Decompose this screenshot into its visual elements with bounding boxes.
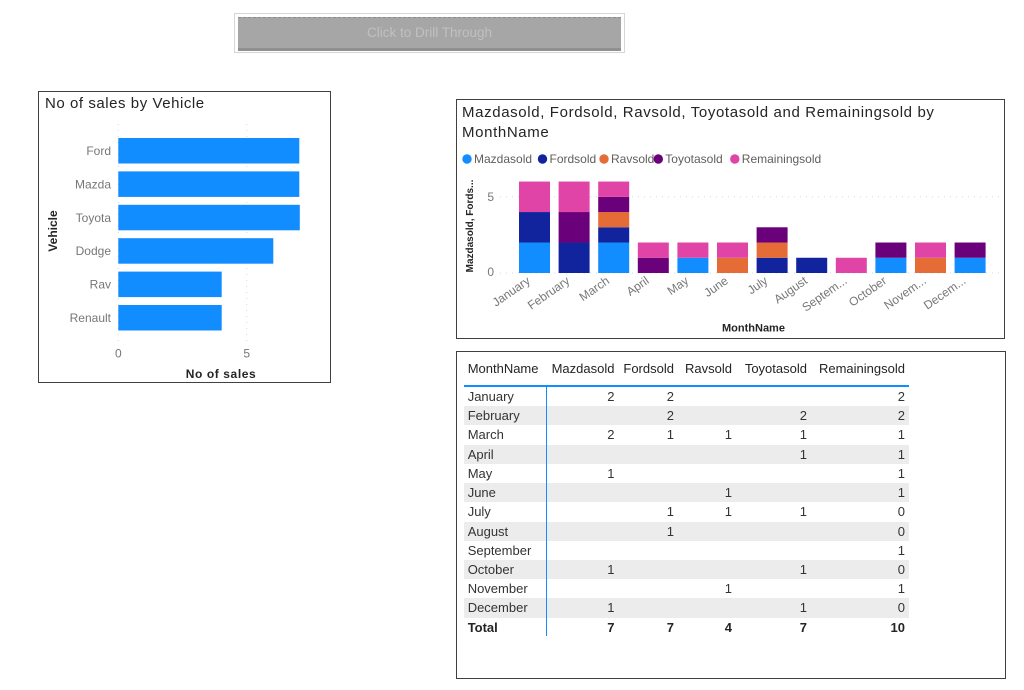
svg-text:5: 5 [243,347,250,361]
svg-text:Ravsold: Ravsold [611,152,654,166]
svg-text:5: 5 [487,190,494,204]
svg-text:MonthName: MonthName [462,124,549,141]
svg-text:No of sales by Vehicle: No of sales by Vehicle [45,95,205,112]
svg-text:Fordsold: Fordsold [550,152,597,166]
svg-text:Mazdasold, Fords...: Mazdasold, Fords... [465,179,476,272]
svg-text:Toyota: Toyota [76,211,112,225]
svg-text:Mazda: Mazda [75,177,111,191]
svg-text:0: 0 [115,347,122,361]
svg-text:Ford: Ford [86,144,111,158]
svg-text:No of sales: No of sales [186,367,257,381]
svg-text:Mazdasold, Fordsold, Ravsold,: Mazdasold, Fordsold, Ravsold, Toyotasold… [462,104,935,121]
svg-text:Toyotasold: Toyotasold [665,152,722,166]
svg-text:Dodge: Dodge [76,244,112,258]
svg-text:Renault: Renault [70,311,112,325]
svg-text:Remainingsold: Remainingsold [742,152,821,166]
svg-text:0: 0 [487,265,494,279]
svg-text:Vehicle: Vehicle [46,210,60,252]
svg-text:MonthName: MonthName [722,323,785,335]
svg-text:Mazdasold: Mazdasold [474,152,532,166]
svg-text:Rav: Rav [90,278,111,292]
